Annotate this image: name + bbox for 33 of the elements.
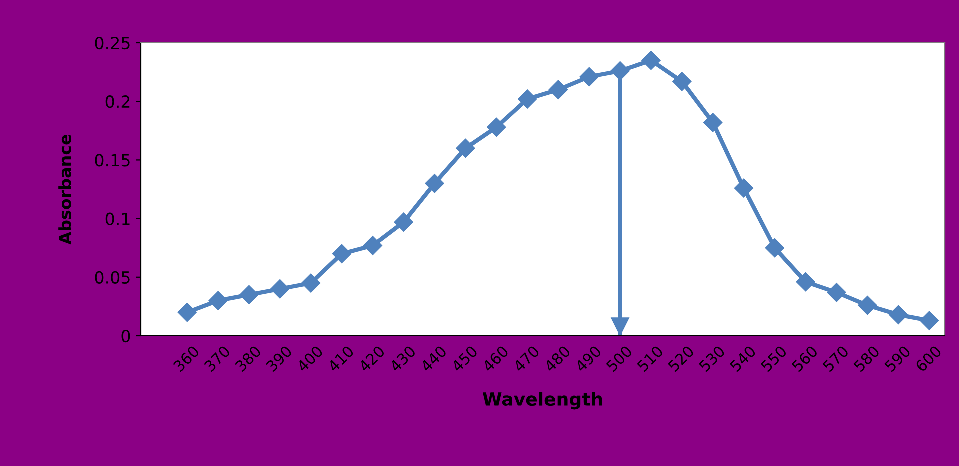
x-tick-label: 370 <box>204 345 232 372</box>
x-tick-label: 480 <box>544 345 572 373</box>
y-tick-label: 0.15 <box>95 154 130 167</box>
y-tick-label: 0.05 <box>95 271 130 284</box>
x-tick-label: 470 <box>512 345 540 373</box>
x-tick-label: 560 <box>791 345 819 372</box>
x-tick-label: 390 <box>266 345 293 372</box>
x-tick-label: 360 <box>172 345 200 372</box>
x-tick-label: 510 <box>636 345 664 372</box>
x-axis-title: Wavelength <box>482 392 602 410</box>
y-tick-label: 0.25 <box>95 36 130 50</box>
y-tick-label: 0 <box>122 330 130 343</box>
x-tick-label: 460 <box>482 345 510 373</box>
x-tick-label: 530 <box>698 345 726 372</box>
x-tick-label: 550 <box>760 345 788 372</box>
x-tick-label: 490 <box>574 345 602 373</box>
x-tick-label: 430 <box>389 345 417 373</box>
x-tick-label: 410 <box>327 345 355 373</box>
x-tick-label: 590 <box>884 345 912 372</box>
x-tick-label: 580 <box>853 345 880 372</box>
y-axis-title: Absorbance <box>58 134 72 245</box>
x-tick-label: 570 <box>822 345 850 372</box>
x-tick-label: 500 <box>606 345 634 372</box>
x-tick-label: 400 <box>296 345 324 373</box>
x-tick-label: 540 <box>729 345 757 372</box>
x-tick-label: 450 <box>450 345 478 373</box>
x-tick-label: 600 <box>914 345 942 373</box>
x-tick-label: 380 <box>234 345 262 372</box>
y-tick-label: 0.2 <box>106 96 130 108</box>
x-tick-label: 440 <box>420 345 448 373</box>
x-tick-label: 420 <box>358 345 386 373</box>
x-tick-label: 520 <box>668 345 695 372</box>
y-tick-label: 0.1 <box>106 212 130 226</box>
